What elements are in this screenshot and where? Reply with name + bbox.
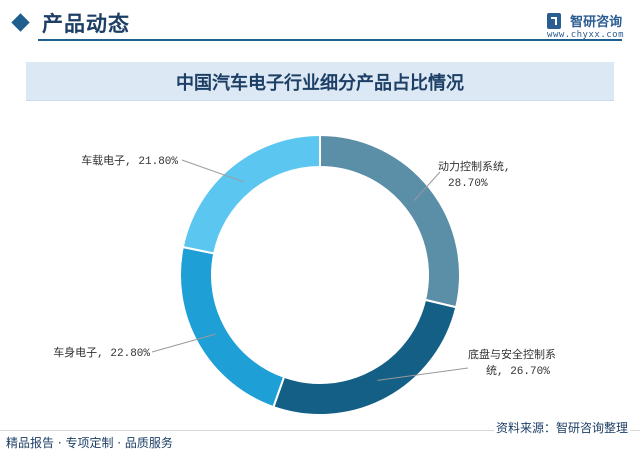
- header-diamond-icon: [11, 13, 30, 32]
- donut-slice: [272, 298, 458, 416]
- brand: 智研咨询 www.chyxx.com: [547, 10, 624, 40]
- brand-name: 智研咨询: [570, 15, 623, 30]
- slice-label: 底盘与安全控制系统, 26.70%: [468, 347, 556, 378]
- slice-label: 动力控制系统, 28.70%: [438, 159, 511, 190]
- chart-title-band: 中国汽车电子行业细分产品占比情况: [26, 62, 614, 101]
- slice-label: 车载电子, 21.80%: [81, 153, 178, 168]
- leader-line: [181, 159, 245, 183]
- header-divider: [38, 39, 622, 41]
- footer-divider: [0, 430, 640, 431]
- leader-line: [377, 367, 469, 381]
- leader-line: [413, 171, 441, 201]
- brand-url: www.chyxx.com: [547, 30, 624, 40]
- source-note: 资料来源：智研咨询整理: [493, 419, 630, 436]
- chart-title: 中国汽车电子行业细分产品占比情况: [176, 73, 464, 94]
- header: 产品动态 智研咨询 www.chyxx.com: [0, 0, 640, 48]
- slice-label: 车身电子, 22.80%: [53, 345, 150, 360]
- footer-tagline: 精品报告 · 专项定制 · 品质服务: [6, 436, 173, 450]
- page-title: 产品动态: [42, 12, 130, 36]
- leader-line: [151, 333, 216, 353]
- donut-slice: [179, 245, 286, 409]
- donut-chart: 动力控制系统, 28.70% 底盘与安全控制系统, 26.70% 车身电子, 22.8…: [53, 133, 556, 416]
- brand-logo-icon: [547, 12, 562, 29]
- donut-slice: [319, 133, 461, 309]
- donut-slice: [181, 133, 321, 255]
